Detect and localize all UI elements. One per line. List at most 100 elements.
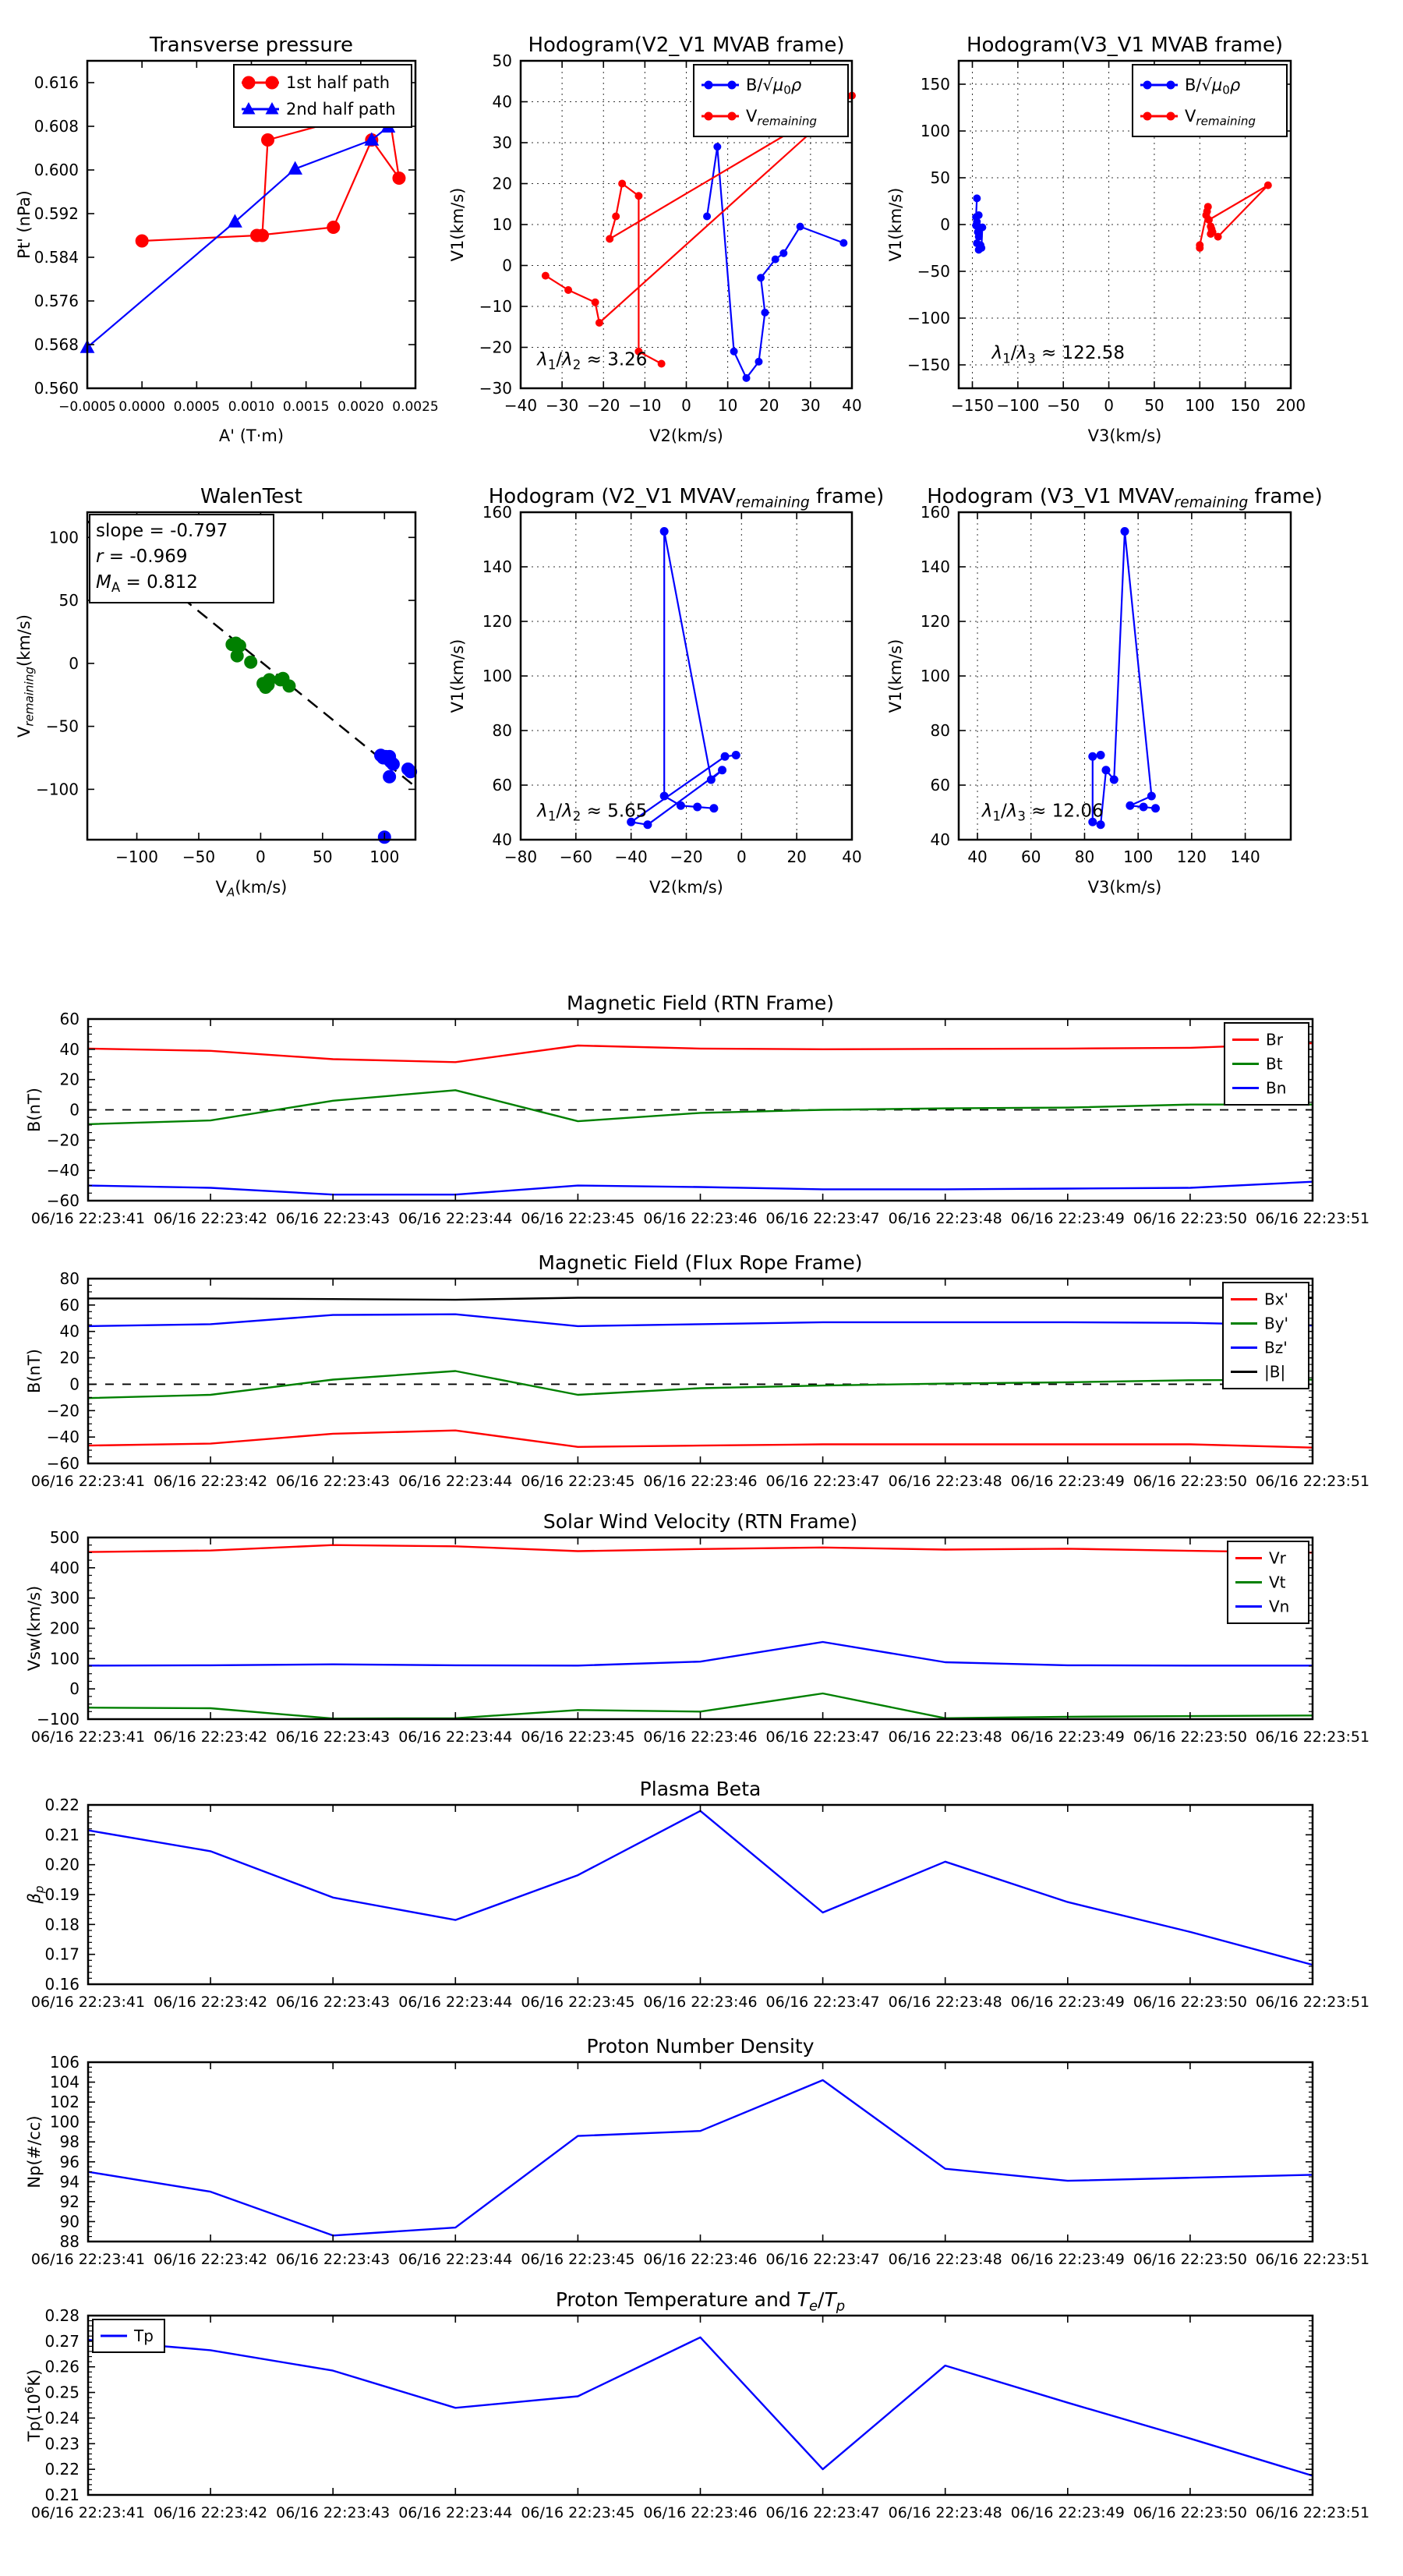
x-tick-label: 06/16 22:23:45 <box>521 1473 634 1490</box>
x-axis-label: V2(km/s) <box>649 426 723 445</box>
marker-dot <box>1151 804 1161 813</box>
y-tick-label: −40 <box>47 1161 80 1180</box>
series-Bt <box>87 1089 1313 1126</box>
marker-dot <box>974 232 983 241</box>
x-tick-label: 100 <box>369 847 399 866</box>
y-tick-label: 0 <box>69 1101 80 1120</box>
panel-transverse-pressure: −0.0005 0.0000 0.0005 0.0010 0.0015 0.0020 0.0… <box>15 34 439 445</box>
legend-label: B/√μ0ρ <box>746 76 802 97</box>
x-tick-label: 0.0020 <box>337 399 383 415</box>
y-tick-label: 140 <box>921 557 950 576</box>
x-tick-label: 06/16 22:23:46 <box>643 2251 757 2268</box>
x-tick-label: 06/16 22:23:49 <box>1011 1994 1125 2011</box>
x-tick-label: −40 <box>504 396 537 415</box>
y-tick-label: −20 <box>47 1401 80 1420</box>
y-tick-label: 60 <box>60 1010 80 1028</box>
y-axis-label: V1(km/s) <box>448 639 467 713</box>
y-tick-label: −20 <box>479 338 512 357</box>
panel-title: Proton Temperature and Te/Tp <box>556 2288 845 2315</box>
x-axis-label: V3(km/s) <box>1088 878 1162 897</box>
y-tick-label: 0.568 <box>34 335 79 354</box>
x-tick-label: −10 <box>628 396 661 415</box>
y-tick-label: 0.21 <box>44 2486 80 2504</box>
marker-dot <box>1139 802 1148 812</box>
x-tick-label: 06/16 22:23:48 <box>889 2504 1002 2521</box>
x-tick-label: 0 <box>737 847 747 866</box>
panel-title: Magnetic Field (Flux Rope Frame) <box>538 1251 862 1274</box>
x-tick-label: −50 <box>182 847 215 866</box>
y-tick-label: 500 <box>50 1528 80 1547</box>
series-beta-p <box>87 1810 1313 1966</box>
x-tick-label: 06/16 22:23:49 <box>1011 1473 1125 1490</box>
x-tick-label: 06/16 22:23:42 <box>154 2251 267 2268</box>
x-tick-label: 06/16 22:23:49 <box>1011 2251 1125 2268</box>
marker-dot <box>564 286 573 294</box>
y-tick-label: 0.19 <box>44 1885 80 1904</box>
x-tick-label: 06/16 22:23:49 <box>1011 1729 1125 1746</box>
panel-hodogram-v3v1-mvab: −150 −100 −50 0 50 100 150 200−150−100−50050100… <box>886 34 1306 445</box>
y-tick-label: 0.576 <box>34 292 79 310</box>
y-tick-label: 88 <box>60 2232 80 2251</box>
y-tick-label: 0.26 <box>44 2358 80 2376</box>
marker-dot <box>386 757 400 771</box>
legend: Bx' By' Bz' |B| <box>1222 1282 1309 1389</box>
panel-title: Plasma Beta <box>640 1778 762 1800</box>
y-tick-label: 160 <box>482 503 512 522</box>
y-tick-label: 60 <box>493 776 512 794</box>
legend-label: Vn <box>1269 1598 1289 1616</box>
x-tick-label: 0 <box>681 396 691 415</box>
marker-dot <box>974 211 983 219</box>
marker-dot <box>1207 230 1215 238</box>
y-tick-label: 50 <box>931 168 950 187</box>
marker-dot <box>771 255 779 264</box>
y-tick-label: 0 <box>69 1679 80 1698</box>
x-tick-label: −20 <box>587 396 620 415</box>
y-tick-label: 92 <box>60 2192 80 2211</box>
y-tick-label: 94 <box>60 2172 80 2191</box>
x-tick-label: 0.0000 <box>118 399 164 415</box>
legend-label: 2nd half path <box>286 100 396 119</box>
legend-label: Bz' <box>1264 1339 1288 1357</box>
marker-circle <box>327 221 341 234</box>
x-tick-label: 06/16 22:23:45 <box>521 1210 634 1227</box>
legend-box <box>1132 64 1288 137</box>
y-tick-label: 20 <box>60 1349 80 1368</box>
y-tick-label: 80 <box>493 721 512 740</box>
y-axis-label: Tp(106K) <box>23 2369 44 2443</box>
x-tick-label: 06/16 22:23:41 <box>31 1994 145 2011</box>
series-markers-b-over-sqrt-mu0rho <box>703 143 848 382</box>
y-tick-label: 120 <box>482 612 512 631</box>
x-tick-label: −60 <box>560 847 592 866</box>
marker-dot <box>1143 80 1152 90</box>
marker-dot <box>761 308 769 317</box>
marker-dot <box>779 249 788 257</box>
y-tick-label: −60 <box>47 1191 80 1210</box>
y-tick-label: 60 <box>60 1296 80 1315</box>
panel-title: Solar Wind Velocity (RTN Frame) <box>543 1510 857 1533</box>
y-tick-label: 0.600 <box>34 161 79 179</box>
x-tick-label: 06/16 22:23:44 <box>398 1729 512 1746</box>
y-tick-label: 40 <box>931 830 950 849</box>
panel-title: Hodogram(V2_V1 MVAB frame) <box>528 34 844 57</box>
y-axis-label: Pt' (nPa) <box>15 190 34 259</box>
marker-dot <box>713 143 722 151</box>
x-tick-label: 0 <box>256 847 266 866</box>
x-tick-label: 06/16 22:23:50 <box>1133 1210 1247 1227</box>
marker-dot <box>693 802 702 812</box>
y-tick-label: −100 <box>36 780 79 798</box>
axes-frame <box>87 1277 1314 1465</box>
marker-dot <box>704 111 713 121</box>
legend: Br Bt Bn <box>1224 1022 1309 1106</box>
y-axis-label: B(nT) <box>25 1088 44 1132</box>
annotation: λ1/λ2 ≈ 5.65 <box>535 801 647 824</box>
y-tick-label: −60 <box>47 1454 80 1473</box>
y-tick-label: 0.22 <box>44 2460 80 2479</box>
series-markers-v-hodogram <box>1088 527 1161 830</box>
x-tick-label: 140 <box>1231 847 1260 866</box>
panel-walen-test: −100 −50 0 50 100 −100 −50 0 50 100 WalenTest VA(km… <box>15 485 418 900</box>
legend-label: Vr <box>1269 1549 1287 1568</box>
y-tick-label: 0.608 <box>34 117 79 136</box>
panel-proton-number-density: 06/16 22:23:41 06/16 22:23:42 06/16 22:23:… <box>25 2035 1369 2268</box>
x-tick-label: −100 <box>996 396 1039 415</box>
y-tick-label: 100 <box>50 1649 80 1668</box>
